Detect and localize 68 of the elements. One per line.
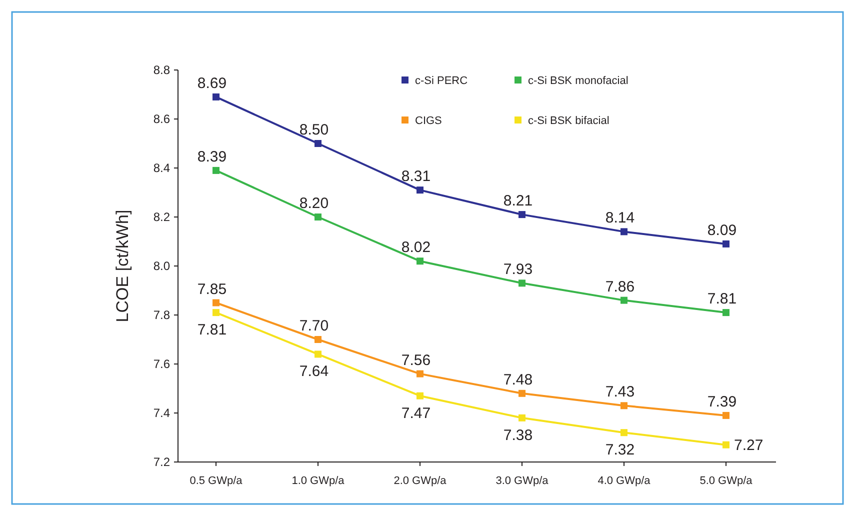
legend-label: c-Si BSK bifacial — [528, 115, 610, 127]
y-tick-label: 8.8 — [153, 63, 170, 77]
point — [212, 93, 220, 100]
data-label: 7.47 — [401, 404, 431, 422]
point — [620, 296, 628, 304]
y-tick-label: 7.6 — [153, 357, 170, 371]
data-label: 7.70 — [299, 318, 329, 334]
x-tick-label: 5.0 GWp/a — [700, 475, 754, 487]
data-label: 8.69 — [197, 74, 227, 92]
data-label: 8.09 — [707, 222, 737, 239]
data-label: 8.20 — [299, 195, 329, 212]
legend-label: CIGS — [415, 115, 442, 127]
y-axis-title: LCOE [ct/kWh] — [113, 210, 132, 322]
data-label: 8.14 — [605, 210, 635, 227]
y-tick-label: 7.2 — [153, 455, 170, 469]
x-tick-label: 2.0 GWp/a — [394, 475, 448, 487]
x-tick-label: 1.0 GWp/a — [292, 475, 346, 487]
data-label: 7.86 — [605, 278, 635, 296]
point — [518, 280, 526, 287]
point — [212, 309, 220, 316]
data-label: 7.43 — [605, 384, 635, 401]
point — [314, 140, 322, 147]
point — [518, 390, 526, 397]
data-label: 8.02 — [401, 239, 431, 256]
point — [620, 429, 628, 436]
data-label: 7.64 — [299, 363, 329, 380]
x-tick-label: 3.0 GWp/a — [496, 475, 550, 487]
point — [722, 441, 730, 448]
legend-label: c-Si PERC — [415, 75, 468, 87]
point — [722, 309, 730, 316]
point — [314, 214, 322, 220]
data-label: 8.50 — [299, 122, 329, 138]
y-tick-label: 7.4 — [153, 406, 170, 420]
point — [722, 240, 730, 248]
y-tick-label: 8.6 — [153, 112, 170, 126]
data-label: 7.93 — [503, 261, 533, 278]
data-label: 7.48 — [503, 371, 533, 388]
data-label: 7.32 — [605, 442, 635, 459]
data-label: 7.27 — [734, 436, 764, 454]
point — [212, 299, 220, 306]
point — [416, 186, 424, 194]
point — [416, 258, 424, 265]
data-label: 7.85 — [197, 280, 227, 298]
point — [314, 336, 322, 343]
point — [518, 211, 526, 218]
data-label: 8.31 — [401, 168, 431, 186]
legend-label: c-Si BSK monofacial — [528, 75, 628, 87]
y-tick-label: 8.4 — [153, 161, 170, 175]
data-label: 7.81 — [197, 322, 227, 339]
point — [314, 350, 322, 358]
point — [416, 392, 424, 400]
y-tick-label: 7.8 — [153, 308, 170, 322]
point — [620, 228, 628, 236]
x-tick-label: 4.0 GWp/a — [598, 475, 652, 487]
y-tick-label: 8.0 — [153, 259, 170, 273]
point — [722, 412, 730, 419]
point — [620, 402, 628, 410]
point — [212, 166, 220, 174]
y-tick-label: 8.2 — [153, 210, 170, 224]
point — [416, 370, 424, 378]
data-label: 8.39 — [197, 148, 227, 166]
data-label: 7.39 — [707, 393, 737, 410]
data-label: 7.38 — [503, 426, 533, 444]
data-label: 7.56 — [401, 352, 431, 369]
data-label: 8.21 — [503, 192, 533, 210]
point — [518, 414, 526, 422]
data-label: 7.81 — [707, 290, 737, 308]
x-tick-label: 0.5 GWp/a — [190, 475, 244, 487]
